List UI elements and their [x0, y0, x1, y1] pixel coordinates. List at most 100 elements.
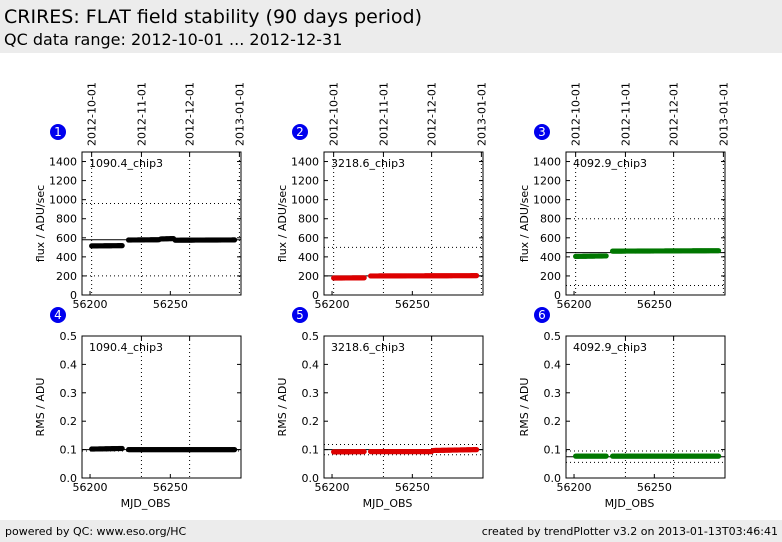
y-tick-label: 0.1: [302, 444, 320, 457]
report-header: CRIRES: FLAT field stability (90 days pe…: [0, 0, 782, 53]
y-tick-label: 1200: [291, 175, 319, 188]
data-point: [231, 447, 238, 453]
setting-label: 3218.6_chip3: [331, 157, 405, 170]
y-tick-label: 600: [56, 232, 77, 245]
footer-created-by: created by trendPlotter v3.2 on 2013-01-…: [481, 525, 778, 538]
data-series: [89, 235, 238, 249]
chart-panel-6: 0.0 0.1 0.2 0.3 0.4 0.5 56200 56250 RMS / ADU MJD…: [518, 307, 726, 510]
y-tick-label: 0.5: [302, 330, 320, 343]
date-tick-label: 2012-10-01: [86, 82, 99, 146]
data-point: [715, 248, 722, 254]
x-axis-label: MJD_OBS: [121, 497, 171, 510]
panel-number-badge: [534, 307, 550, 323]
setting-label: 4092.9_chip3: [573, 157, 647, 170]
x-tick-label: 56200: [557, 298, 592, 311]
y-tick-label: 200: [298, 270, 319, 283]
y-tick-label: 0.5: [544, 330, 562, 343]
y-tick-label: 400: [298, 251, 319, 264]
y-tick-label: 0.1: [544, 444, 562, 457]
date-tick-label: 2012-12-01: [668, 82, 681, 146]
plot-frame: [323, 335, 484, 479]
x-tick-label: 56200: [315, 298, 350, 311]
x-axis-label: MJD_OBS: [363, 497, 413, 510]
data-point: [473, 273, 480, 279]
data-point: [603, 453, 609, 459]
plot-frame: [81, 151, 242, 296]
y-tick-label: 600: [298, 232, 319, 245]
y-tick-label: 400: [56, 251, 77, 264]
x-axis-label: MJD_OBS: [605, 497, 655, 510]
y-tick-label: 0.4: [60, 358, 78, 371]
y-tick-label: 1000: [49, 194, 77, 207]
y-tick-label: 800: [56, 213, 77, 226]
y-tick-label: 0.2: [302, 415, 320, 428]
plot-frame: [81, 335, 242, 479]
chart-panel-2: 2012-10-01 2012-11-01 2012-12-01 2013-01-01…: [276, 82, 488, 311]
panel-number-badge: [50, 124, 66, 140]
y-tick-label: 0: [312, 289, 319, 302]
panel-number: 1: [54, 125, 62, 139]
y-tick-label: 1200: [533, 175, 561, 188]
setting-label: 1090.4_chip3: [89, 341, 163, 354]
panel-number: 5: [296, 308, 304, 322]
page-title: CRIRES: FLAT field stability (90 days pe…: [4, 6, 423, 28]
y-axis-label: RMS / ADU: [34, 378, 47, 437]
panel-number-badge: [534, 124, 550, 140]
data-point: [715, 453, 722, 459]
date-tick-label: 2012-10-01: [328, 82, 341, 146]
data-series: [331, 447, 480, 455]
setting-label: 4092.9_chip3: [573, 341, 647, 354]
y-tick-label: 1400: [49, 156, 77, 169]
chart-panel-3: 2012-10-01 2012-11-01 2012-12-01 2013-01-01…: [518, 82, 730, 311]
y-tick-label: 200: [56, 270, 77, 283]
plot-frame: [565, 151, 726, 296]
x-tick-label: 56250: [153, 481, 188, 494]
y-tick-label: 0.3: [544, 387, 562, 400]
footer-powered-by: powered by QC: www.eso.org/HC: [5, 525, 187, 538]
date-tick-label: 2012-10-01: [570, 82, 583, 146]
y-axis-label: flux / ADU/sec: [276, 185, 289, 262]
data-point: [473, 447, 480, 453]
panel-number: 6: [538, 308, 546, 322]
y-tick-label: 0.0: [544, 472, 562, 485]
data-point: [119, 243, 125, 249]
data-series: [573, 453, 722, 459]
y-tick-label: 1000: [291, 194, 319, 207]
data-point: [119, 445, 125, 452]
y-axis-label: RMS / ADU: [518, 378, 531, 437]
panel-number-badge: [292, 124, 308, 140]
x-tick-label: 56200: [73, 298, 108, 311]
date-tick-label: 2012-12-01: [184, 82, 197, 146]
y-axis-label: RMS / ADU: [276, 378, 289, 437]
y-tick-label: 0.3: [60, 387, 78, 400]
panel-number: 2: [296, 125, 304, 139]
panel-number-badge: [50, 307, 66, 323]
page-subtitle: QC data range: 2012-10-01 ... 2012-12-31: [4, 30, 343, 49]
date-tick-label: 2012-12-01: [426, 82, 439, 146]
y-tick-label: 0: [554, 289, 561, 302]
data-point: [361, 275, 367, 281]
y-tick-label: 1200: [49, 175, 77, 188]
trend-plot: 2012-10-01 2012-11-01 2012-12-01 2013-01-01…: [34, 82, 730, 510]
date-tick-label: 2012-11-01: [619, 82, 632, 146]
x-tick-label: 56250: [395, 298, 430, 311]
y-tick-label: 1000: [533, 194, 561, 207]
plot-frame: [323, 151, 484, 296]
data-point: [231, 237, 238, 243]
setting-label: 1090.4_chip3: [89, 157, 163, 170]
data-series: [573, 248, 722, 259]
y-tick-label: 0: [70, 289, 77, 302]
y-tick-label: 800: [298, 213, 319, 226]
chart-panel-1: 2012-10-01 2012-11-01 2012-12-01 2013-01-01…: [34, 82, 246, 311]
date-tick-label: 2013-01-01: [233, 82, 246, 146]
y-tick-label: 0.4: [544, 358, 562, 371]
y-tick-label: 1400: [533, 156, 561, 169]
x-tick-label: 56250: [637, 298, 672, 311]
x-tick-label: 56200: [315, 481, 350, 494]
y-tick-label: 0.2: [60, 415, 78, 428]
y-tick-label: 200: [540, 270, 561, 283]
y-tick-label: 800: [540, 213, 561, 226]
y-tick-label: 0.0: [302, 472, 320, 485]
date-tick-label: 2013-01-01: [475, 82, 488, 146]
y-tick-label: 0.5: [60, 330, 78, 343]
